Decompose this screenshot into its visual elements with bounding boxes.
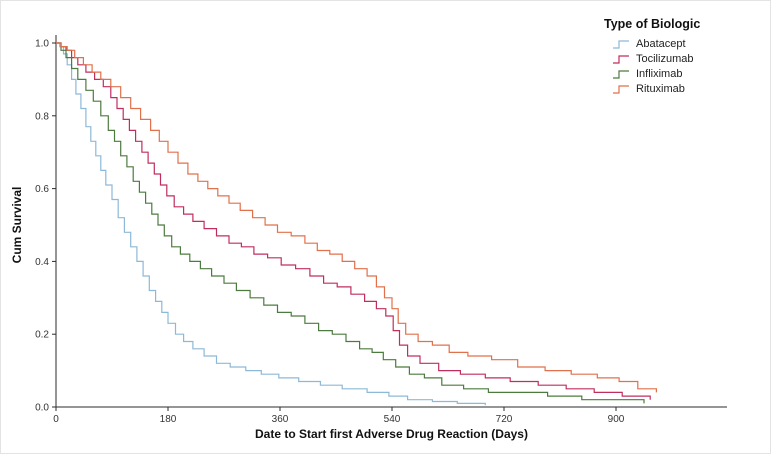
y-axis-title: Cum Survival (10, 186, 24, 264)
legend-item-label: Tocilizumab (636, 53, 694, 65)
legend-item-abatacept: Abatacept (612, 38, 700, 51)
x-tick-label: 900 (608, 414, 625, 425)
series-swatch-rituximab (613, 85, 629, 94)
legend-item-infliximab: Infliximab (612, 68, 700, 81)
x-tick-label: 540 (384, 414, 401, 425)
legend: Type of Biologic Abatacept Tocilizumab Inf… (604, 17, 700, 98)
x-tick-label: 0 (53, 414, 59, 425)
x-tick-label: 180 (160, 414, 177, 425)
y-tick-label: 1.0 (35, 39, 49, 50)
legend-item-label: Abatacept (636, 38, 686, 50)
legend-item-rituximab: Rituximab (612, 83, 700, 96)
y-tick-label: 0.2 (35, 330, 49, 341)
legend-item-tocilizumab: Tocilizumab (612, 53, 700, 66)
series-swatch-tocilizumab (613, 55, 629, 64)
series-line-infliximab (56, 42, 645, 404)
y-tick-label: 0.0 (35, 403, 49, 414)
y-tick-label: 0.8 (35, 111, 49, 122)
x-axis-title: Date to Start first Adverse Drug Reactio… (255, 427, 528, 441)
legend-title: Type of Biologic (604, 17, 701, 31)
series-swatch-infliximab (613, 70, 629, 79)
series-line-abatacept (56, 42, 486, 406)
y-tick-label: 0.4 (35, 257, 49, 268)
legend-item-label: Rituximab (636, 83, 685, 95)
legend-item-label: Infliximab (636, 68, 683, 80)
x-tick-label: 360 (272, 414, 289, 425)
series-line-tocilizumab (56, 42, 651, 400)
legend-items: Abatacept Tocilizumab Infliximab Rituximab (604, 38, 700, 96)
x-tick-label: 720 (496, 414, 513, 425)
series-swatch-abatacept (613, 40, 629, 49)
y-tick-label: 0.6 (35, 184, 49, 195)
series-line-rituximab (56, 42, 657, 393)
